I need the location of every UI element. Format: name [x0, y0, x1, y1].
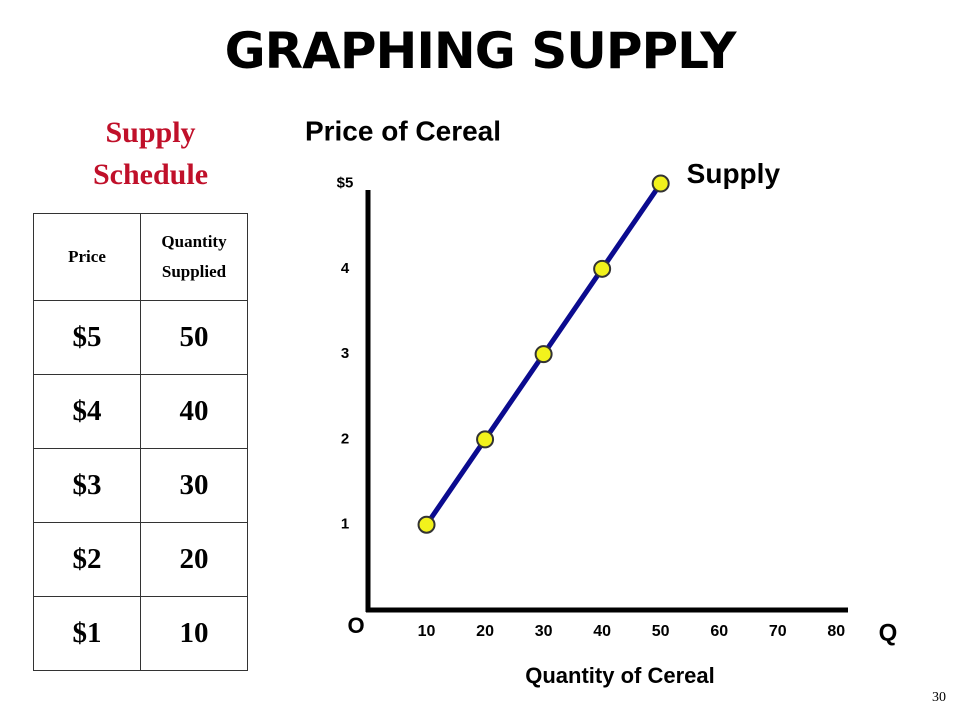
page-number: 30	[932, 690, 946, 705]
data-point	[534, 345, 553, 364]
table-row: $4 40	[33, 374, 248, 449]
slide-title: GRAPHING SUPPLY	[224, 22, 737, 80]
y-tick-label: $5	[337, 174, 354, 191]
table-cell: 40	[140, 374, 248, 449]
x-tick-label: 60	[710, 623, 728, 640]
schedule-title: Supply Schedule	[92, 116, 209, 191]
data-point	[417, 515, 436, 534]
table-cell: $1	[33, 596, 141, 671]
y-axis-label: Price of Cereal	[305, 115, 501, 146]
table-row: $5 50	[33, 300, 248, 375]
x-tick-label: 70	[769, 623, 787, 640]
table-row: $2 20	[33, 522, 248, 597]
table-cell: 20	[140, 522, 248, 597]
table-row: $1 10	[33, 596, 248, 671]
header-row: Price Quantity Supplied	[33, 213, 248, 301]
y-tick-label: 4	[341, 260, 350, 277]
x-tick-label: 50	[652, 623, 670, 640]
x-tick-label: 20	[476, 623, 494, 640]
x-tick-label: 10	[418, 623, 436, 640]
x-tick-label: 40	[593, 623, 611, 640]
table-cell: $3	[33, 448, 141, 523]
y-tick-label: 2	[341, 430, 349, 447]
origin-label: O	[347, 613, 364, 638]
table-cell: 10	[140, 596, 248, 671]
header-cell: Price	[33, 213, 141, 301]
x-axis-label: Quantity of Cereal	[525, 663, 714, 688]
table-cell: $2	[33, 522, 141, 597]
data-point	[593, 259, 612, 278]
supply-table: Price Quantity Supplied $5 50 $4 40 $3 30 $2 20 $1…	[33, 213, 248, 671]
series-label: Supply	[687, 158, 781, 189]
y-tick-label: 3	[341, 345, 349, 362]
data-point	[651, 174, 670, 193]
table-cell: $5	[33, 300, 141, 375]
x-tick-label: 80	[827, 623, 845, 640]
x-tick-label: 30	[535, 623, 553, 640]
y-tick-label: 1	[341, 516, 349, 533]
table-cell: 50	[140, 300, 248, 375]
header-cell: Quantity Supplied	[140, 213, 248, 301]
x-axis-symbol: Q	[879, 619, 898, 646]
data-point	[476, 430, 495, 449]
